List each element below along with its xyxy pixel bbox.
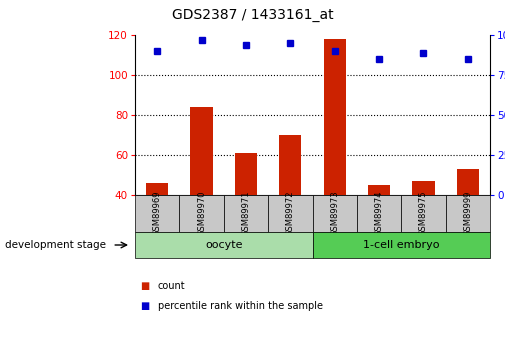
- Text: GSM89970: GSM89970: [197, 191, 206, 236]
- Text: development stage: development stage: [5, 240, 106, 250]
- Bar: [313, 195, 357, 232]
- Bar: [190, 107, 213, 195]
- Bar: [413, 181, 434, 195]
- Bar: [135, 232, 313, 258]
- Bar: [135, 195, 179, 232]
- Text: GSM89971: GSM89971: [241, 191, 250, 236]
- Text: GSM89973: GSM89973: [330, 191, 339, 236]
- Text: GSM89975: GSM89975: [419, 191, 428, 236]
- Bar: [146, 183, 168, 195]
- Text: GSM89969: GSM89969: [153, 191, 162, 236]
- Bar: [457, 169, 479, 195]
- Bar: [357, 195, 401, 232]
- Text: GSM89999: GSM89999: [463, 191, 472, 236]
- Bar: [368, 185, 390, 195]
- Bar: [324, 39, 346, 195]
- Text: GDS2387 / 1433161_at: GDS2387 / 1433161_at: [172, 8, 333, 22]
- Text: 1-cell embryo: 1-cell embryo: [363, 240, 439, 250]
- Text: ■: ■: [140, 301, 149, 311]
- Text: oocyte: oocyte: [205, 240, 242, 250]
- Bar: [235, 153, 257, 195]
- Text: count: count: [158, 280, 185, 290]
- Bar: [279, 135, 301, 195]
- Bar: [445, 195, 490, 232]
- Bar: [313, 232, 490, 258]
- Text: ■: ■: [140, 280, 149, 290]
- Bar: [401, 195, 445, 232]
- Bar: [179, 195, 224, 232]
- Text: GSM89974: GSM89974: [375, 191, 384, 236]
- Bar: [224, 195, 268, 232]
- Text: percentile rank within the sample: percentile rank within the sample: [158, 301, 323, 311]
- Bar: [268, 195, 313, 232]
- Text: GSM89972: GSM89972: [286, 191, 295, 236]
